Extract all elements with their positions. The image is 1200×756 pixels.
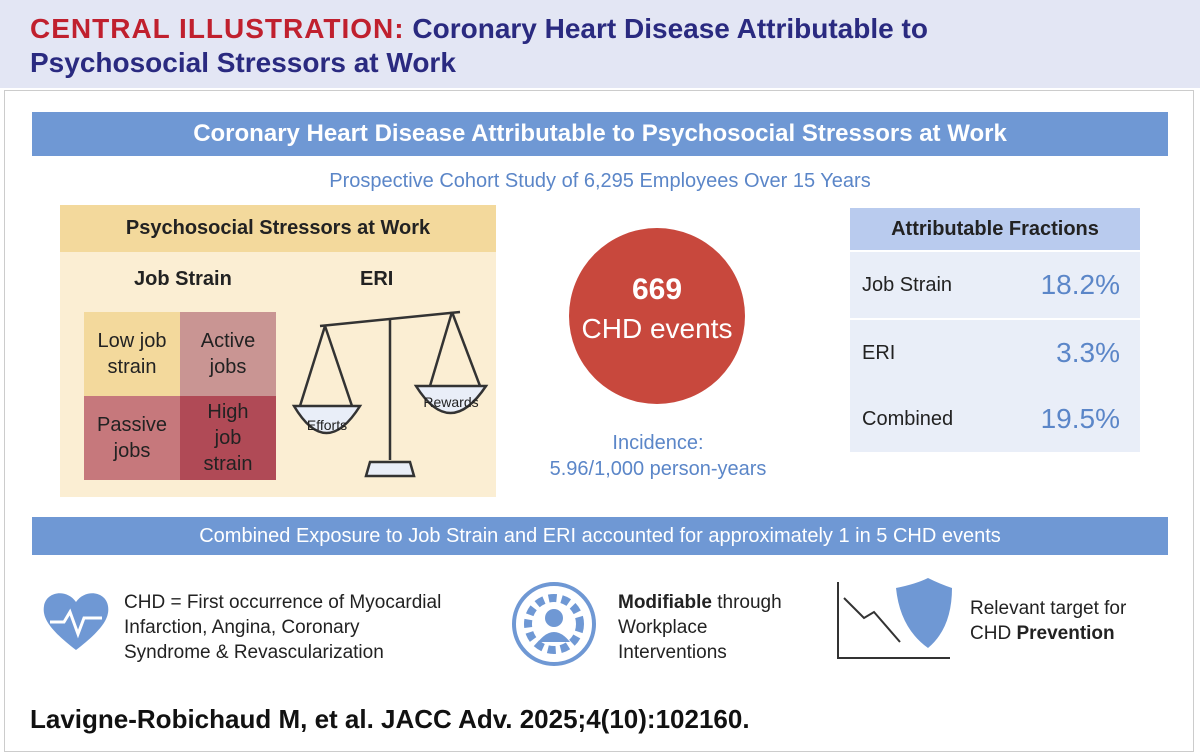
line: Incidence: <box>612 432 704 454</box>
bold-text: Prevention <box>1016 623 1115 644</box>
citation: Lavigne-Robichaud M, et al. JACC Adv. 20… <box>30 704 750 734</box>
text: CHD <box>970 623 1017 644</box>
subtitle: Prospective Cohort Study of 6,295 Employ… <box>329 170 871 192</box>
line: jobs <box>209 356 247 378</box>
stressors-title: Psychosocial Stressors at Work <box>60 205 496 252</box>
text: through <box>711 592 782 613</box>
line: High <box>207 401 249 423</box>
conclusion: Combined Exposure to Job Strain and ERI … <box>32 517 1168 555</box>
line: Syndrome & Revascularization <box>124 642 384 663</box>
value: 18.2% <box>1040 269 1120 300</box>
line: Low job <box>97 330 167 352</box>
line: Passive <box>96 414 168 436</box>
fraction-row: Job Strain 18.2% <box>850 252 1140 318</box>
bold-text: Modifiable <box>618 592 712 613</box>
balance-scale: Efforts Rewards <box>291 310 489 478</box>
fraction-row: ERI 3.3% <box>850 320 1140 386</box>
frame <box>4 90 1194 752</box>
line: Workplace <box>618 617 708 638</box>
value: 3.3% <box>1056 337 1120 368</box>
rewards-label: Rewards <box>423 394 478 410</box>
quadrant: Passive jobs <box>84 396 180 480</box>
title-line: Coronary Heart Disease Attributable to <box>412 13 928 44</box>
key: ERI <box>862 342 896 364</box>
line: CHD = First occurrence of Myocardial <box>124 592 442 613</box>
line: strain <box>203 453 253 475</box>
value: 19.5% <box>1040 403 1120 434</box>
banner: Coronary Heart Disease Attributable to P… <box>32 112 1168 156</box>
title-line: Psychosocial Stressors at Work <box>30 47 456 78</box>
fraction-row: Combined 19.5% <box>850 386 1140 452</box>
line: Infarction, Angina, Coronary <box>124 617 360 638</box>
header-title: CENTRAL ILLUSTRATION: Coronary Heart Dis… <box>30 12 928 80</box>
line: 5.96/1,000 person-years <box>549 458 767 480</box>
note: CHD = First occurrence of Myocardial Infa… <box>124 590 441 665</box>
fractions-title: Attributable Fractions <box>850 208 1140 250</box>
incidence: Incidence: 5.96/1,000 person-years <box>520 430 796 482</box>
label: CENTRAL ILLUSTRATION: <box>30 13 405 44</box>
note: Relevant target for CHD Prevention <box>970 596 1126 646</box>
heart-icon <box>43 593 109 650</box>
eri-label: ERI <box>360 268 394 290</box>
line: strain <box>107 356 157 378</box>
events-circle <box>569 228 745 404</box>
events-count: 669 <box>631 273 683 306</box>
quadrant: Low job strain <box>84 312 180 396</box>
line: Interventions <box>618 642 727 663</box>
line: jobs <box>113 440 151 462</box>
note: Modifiable through Workplace Interventions <box>618 590 782 665</box>
events-label: CHD events <box>581 313 733 344</box>
line: job <box>214 427 242 449</box>
quadrant: Active jobs <box>180 312 276 396</box>
key: Combined <box>862 408 954 430</box>
prevention-icon <box>837 578 952 659</box>
header <box>0 0 1200 88</box>
key: Job Strain <box>862 274 953 296</box>
line: Active <box>200 330 256 352</box>
efforts-label: Efforts <box>307 417 347 433</box>
line: Relevant target for <box>970 598 1127 619</box>
workplace-icon <box>512 582 596 666</box>
quadrant: High job strain <box>180 396 276 480</box>
job-strain-label: Job Strain <box>134 268 232 290</box>
